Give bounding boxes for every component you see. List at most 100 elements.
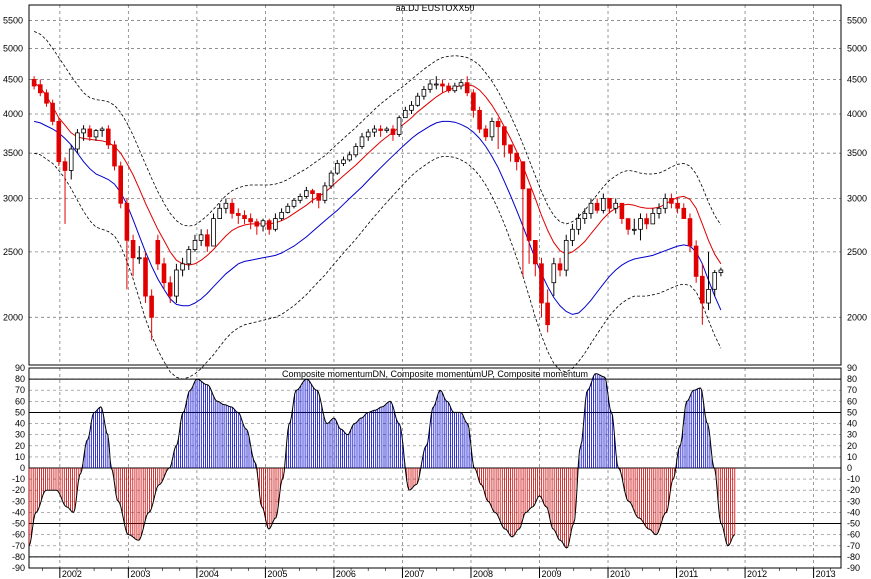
candle-down bbox=[465, 83, 469, 93]
candle-up bbox=[428, 84, 432, 89]
momentum-tick-label-right: -10 bbox=[847, 474, 860, 484]
candle-up bbox=[707, 289, 711, 303]
price-tick-label-right: 5500 bbox=[847, 16, 867, 26]
lower-average-line bbox=[34, 121, 721, 314]
year-label: 2006 bbox=[336, 569, 356, 579]
candle-up bbox=[571, 229, 575, 240]
candle-up bbox=[360, 137, 364, 147]
candle-up bbox=[69, 149, 73, 170]
candle-up bbox=[385, 129, 389, 131]
momentum-tick-label-left: 60 bbox=[15, 396, 25, 406]
candle-down bbox=[317, 194, 321, 201]
candle-down bbox=[676, 203, 680, 208]
momentum-tick-label-left: 30 bbox=[15, 430, 25, 440]
candle-up bbox=[335, 163, 339, 173]
candle-down bbox=[558, 264, 562, 270]
price-series bbox=[32, 31, 723, 379]
candle-down bbox=[379, 129, 383, 131]
candle-up bbox=[274, 219, 278, 230]
momentum-tick-label-right: 50 bbox=[847, 407, 857, 417]
candle-down bbox=[484, 129, 488, 137]
candle-up bbox=[199, 235, 203, 241]
candle-down bbox=[478, 110, 482, 129]
candle-up bbox=[193, 240, 197, 249]
candle-up bbox=[354, 147, 358, 155]
price-tick-label-left: 3000 bbox=[3, 193, 23, 203]
momentum-tick-label-right: -80 bbox=[847, 552, 860, 562]
momentum-tick-label-left: 80 bbox=[15, 374, 25, 384]
candle-down bbox=[156, 240, 160, 264]
upper-band-line bbox=[34, 31, 721, 226]
candle-down bbox=[236, 213, 240, 215]
candle-down bbox=[144, 258, 148, 296]
momentum-tick-label-right: -30 bbox=[847, 496, 860, 506]
candle-up bbox=[552, 264, 556, 283]
candle-down bbox=[243, 216, 247, 219]
candle-down bbox=[515, 153, 519, 162]
candle-down bbox=[150, 296, 154, 317]
momentum-tick-label-left: 50 bbox=[15, 407, 25, 417]
candle-up bbox=[422, 89, 426, 96]
price-tick-label-left: 4500 bbox=[3, 74, 23, 84]
candle-down bbox=[106, 129, 110, 145]
momentum-tick-label-left: -60 bbox=[12, 530, 25, 540]
candle-up bbox=[577, 219, 581, 230]
price-tick-label-right: 2500 bbox=[847, 247, 867, 257]
candle-up bbox=[601, 198, 605, 210]
candle-up bbox=[137, 258, 141, 259]
candle-up bbox=[212, 219, 216, 246]
year-label: 2004 bbox=[199, 569, 219, 579]
year-label: 2011 bbox=[679, 569, 698, 579]
momentum-tick-label-left: -10 bbox=[12, 474, 25, 484]
candle-up bbox=[218, 208, 222, 218]
candle-down bbox=[626, 219, 630, 230]
year-label: 2012 bbox=[747, 569, 767, 579]
year-label: 2005 bbox=[267, 569, 287, 579]
candle-up bbox=[632, 229, 636, 230]
year-axis: 2002 2003 2004 2005 2006 2007 2008 2009 2010 2011… bbox=[43, 568, 836, 579]
candle-down bbox=[447, 86, 451, 91]
price-tick-label-right: 2000 bbox=[847, 312, 867, 322]
candle-down bbox=[88, 129, 92, 137]
candle-up bbox=[614, 203, 618, 208]
candle-down bbox=[441, 84, 445, 86]
candle-up bbox=[403, 110, 407, 117]
candle-up bbox=[719, 270, 723, 273]
candle-up bbox=[348, 155, 352, 160]
momentum-tick-label-left: -80 bbox=[12, 552, 25, 562]
year-label: 2002 bbox=[62, 569, 82, 579]
year-label: 2008 bbox=[473, 569, 493, 579]
candle-up bbox=[713, 273, 717, 290]
candle-down bbox=[502, 127, 506, 145]
price-tick-label-left: 5000 bbox=[3, 44, 23, 54]
candle-down bbox=[533, 240, 537, 264]
price-tick-label-right: 4500 bbox=[847, 74, 867, 84]
year-label: 2013 bbox=[816, 569, 836, 579]
candle-up bbox=[373, 129, 377, 132]
momentum-tick-label-right: 10 bbox=[847, 452, 857, 462]
candle-down bbox=[63, 162, 67, 171]
year-label: 2009 bbox=[541, 569, 561, 579]
momentum-tick-label-right: 80 bbox=[847, 374, 857, 384]
candle-up bbox=[416, 96, 420, 105]
momentum-tick-label-left: 90 bbox=[15, 363, 25, 373]
momentum-tick-label-left: 40 bbox=[15, 419, 25, 429]
candle-up bbox=[280, 212, 284, 218]
candle-down bbox=[162, 264, 166, 283]
momentum-tick-label-left: -50 bbox=[12, 519, 25, 529]
candle-down bbox=[113, 145, 117, 166]
candle-down bbox=[391, 129, 395, 135]
candle-up bbox=[100, 129, 104, 131]
price-tick-label-left: 2500 bbox=[3, 247, 23, 257]
momentum-tick-label-right: -20 bbox=[847, 485, 860, 495]
candle-up bbox=[304, 191, 308, 197]
momentum-tick-label-right: 30 bbox=[847, 430, 857, 440]
price-tick-label-left: 2000 bbox=[3, 312, 23, 322]
candle-down bbox=[540, 264, 544, 303]
candle-up bbox=[657, 208, 661, 213]
momentum-tick-label-right: 60 bbox=[847, 396, 857, 406]
momentum-tick-label-left: -20 bbox=[12, 485, 25, 495]
candle-down bbox=[620, 203, 624, 218]
price-tick-label-left: 5500 bbox=[3, 16, 23, 26]
candle-up bbox=[298, 196, 302, 200]
